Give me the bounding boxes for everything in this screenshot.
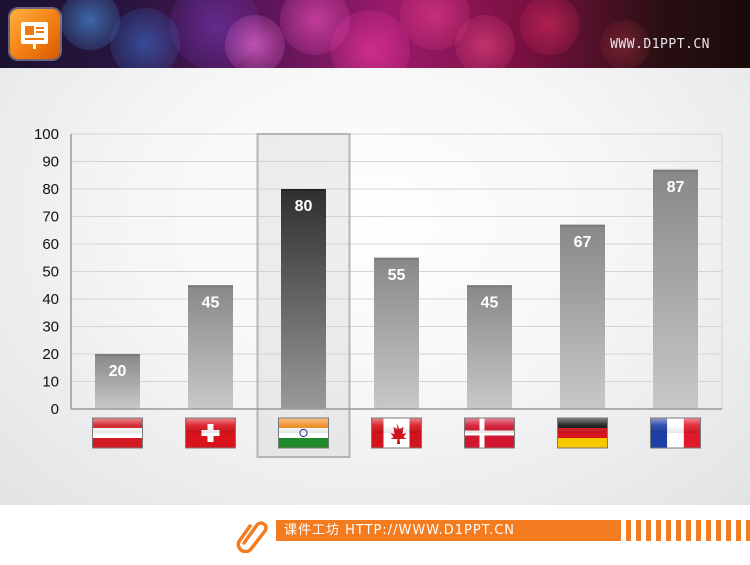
bar-canada xyxy=(374,257,419,409)
y-tick-label: 60 xyxy=(42,236,59,253)
bar-top-edge xyxy=(467,285,512,288)
data-label: 20 xyxy=(109,363,127,380)
germany-flag-icon xyxy=(557,417,608,449)
data-label: 67 xyxy=(574,234,592,251)
bar-chart: 20 45 80 55 45 67 87 0 10 20 30 40 50 60 70 80 90 100 xyxy=(34,126,723,458)
bar-india xyxy=(281,189,326,409)
bar-france xyxy=(653,169,698,409)
bar-top-edge xyxy=(560,224,605,227)
y-tick-label: 50 xyxy=(42,264,59,281)
france-flag-icon xyxy=(650,417,701,449)
bar-top-edge xyxy=(188,285,233,288)
y-tick-label: 0 xyxy=(51,401,59,418)
y-tick-label: 70 xyxy=(42,209,59,226)
bar-denmark xyxy=(467,285,512,409)
data-label: 45 xyxy=(202,294,220,311)
y-tick-label: 30 xyxy=(42,319,59,336)
canada-flag-icon xyxy=(371,417,422,449)
paperclip-icon xyxy=(236,521,268,553)
y-tick-label: 20 xyxy=(42,346,59,363)
bar-switzerland xyxy=(188,285,233,409)
data-label: 87 xyxy=(667,179,685,196)
y-tick-label: 100 xyxy=(34,126,59,143)
bar-top-edge xyxy=(281,189,326,191)
y-tick-label: 10 xyxy=(42,374,59,391)
india-flag-icon xyxy=(278,417,329,449)
bar-top-edge xyxy=(653,169,698,172)
y-tick-label: 40 xyxy=(42,291,59,308)
data-label: 80 xyxy=(295,198,313,215)
denmark-flag-icon xyxy=(464,417,515,449)
bar-austria xyxy=(95,354,140,409)
bar-germany xyxy=(560,224,605,409)
bar-top-edge xyxy=(95,354,140,356)
y-tick-label: 90 xyxy=(42,154,59,171)
logo-icon xyxy=(10,9,60,59)
bar-top-edge xyxy=(374,257,419,260)
data-label: 45 xyxy=(481,294,499,311)
site-url: WWW.D1PPT.CN xyxy=(610,37,710,52)
data-label: 55 xyxy=(388,267,406,284)
footer-bar xyxy=(276,520,621,541)
switzerland-flag-icon xyxy=(185,417,236,449)
y-tick-label: 80 xyxy=(42,181,59,198)
footer-text: 课件工坊 HTTP://WWW.D1PPT.CN xyxy=(284,523,516,538)
content-area: 20 45 80 55 45 67 87 0 10 20 30 40 50 60 70 80 90 100 xyxy=(0,68,750,505)
header-banner: WWW.D1PPT.CN xyxy=(0,0,750,68)
footer: 课件工坊 HTTP://WWW.D1PPT.CN xyxy=(0,505,750,565)
footer-stripes xyxy=(626,520,750,541)
austria-flag-icon xyxy=(92,417,143,449)
